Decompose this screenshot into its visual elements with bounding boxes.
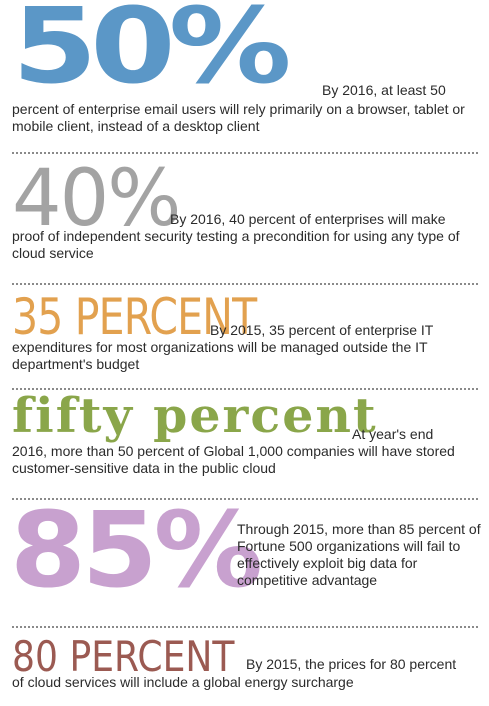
stat-2-text: proof of independent security testing a … bbox=[12, 228, 460, 261]
stat-4-figure: fifty percent bbox=[12, 388, 378, 444]
divider-3 bbox=[12, 388, 478, 390]
stat-5-figure: 85% bbox=[10, 489, 263, 611]
stat-3-figure: 35 PERCENT bbox=[12, 288, 257, 346]
divider-5 bbox=[12, 626, 478, 628]
stat-1-text-lead: By 2016, at least 50 bbox=[322, 82, 446, 98]
stat-4-text: 2016, more than 50 percent of Global 1,0… bbox=[12, 443, 455, 476]
stat-5-text: Through 2015, more than 85 percent of Fo… bbox=[237, 521, 481, 588]
stat-4-text-lead: At year's end bbox=[352, 426, 434, 442]
stat-2-figure: 40% bbox=[12, 154, 181, 244]
stat-6-text-lead: By 2015, the prices for 80 percent bbox=[246, 656, 457, 672]
stat-6-text: of cloud services will include a global … bbox=[12, 674, 354, 690]
divider-2 bbox=[12, 283, 478, 285]
stat-1-text: percent of enterprise email users will r… bbox=[12, 101, 465, 134]
stat-6-figure: 80 PERCENT bbox=[12, 632, 235, 681]
stat-3-text: expenditures for most organizations will… bbox=[12, 339, 428, 372]
stat-3-text-lead: By 2015, 35 percent of enterprise IT bbox=[210, 322, 434, 338]
stat-1-figure: 50% bbox=[12, 0, 292, 107]
stat-2-text-lead: By 2016, 40 percent of enterprises will … bbox=[170, 211, 446, 227]
divider-4 bbox=[12, 498, 478, 500]
divider-1 bbox=[12, 152, 478, 154]
